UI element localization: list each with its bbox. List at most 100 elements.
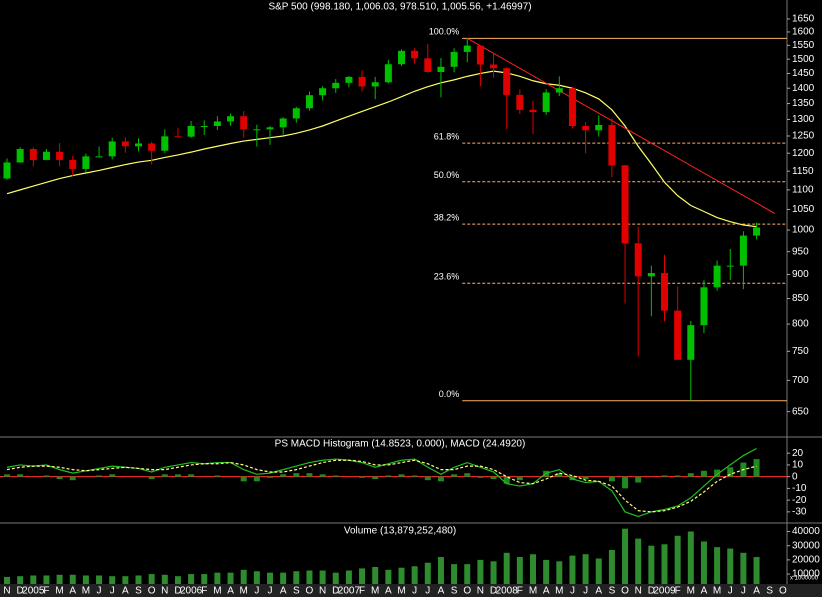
volume-bar — [227, 572, 234, 584]
volume-title: Volume (13,879,252,480) — [344, 526, 456, 537]
candle-body — [661, 273, 668, 311]
candle-body — [42, 151, 50, 160]
macd-histogram-bar — [424, 476, 431, 481]
candle-body — [95, 156, 103, 158]
macd-histogram-bar — [109, 474, 116, 477]
candle-body — [332, 82, 340, 89]
candle-body — [634, 243, 642, 277]
volume-bar — [635, 538, 642, 584]
candle-body — [305, 95, 313, 109]
volume-bar — [451, 564, 458, 584]
candle-body — [411, 50, 419, 59]
x-tick-label: O — [148, 586, 156, 597]
candle-body — [516, 94, 524, 110]
y-tick-label: 1100 — [792, 185, 814, 196]
y-tick-label: 1500 — [792, 54, 815, 65]
y-tick-label: 20 — [792, 448, 804, 459]
y-tick-label: 750 — [792, 346, 809, 357]
y-tick-label: -20 — [792, 495, 807, 506]
x-tick-label: F — [359, 586, 365, 597]
candle-body — [739, 235, 747, 266]
macd-title: PS MACD Histogram (14.8523, 0.000), MACD… — [275, 439, 526, 450]
volume-bar — [424, 562, 431, 584]
y-tick-label: 650 — [792, 406, 809, 417]
macd-histogram-bar — [17, 474, 24, 477]
x-tick-label: D — [332, 586, 339, 597]
macd-histogram-bar — [622, 476, 629, 489]
volume-bar — [201, 574, 208, 584]
candle-body — [437, 66, 445, 72]
x-tick-label: S — [451, 586, 458, 597]
volume-bar — [569, 555, 576, 584]
macd-histogram-bar — [359, 476, 366, 478]
x-tick-label: M — [213, 586, 221, 597]
x-tick-label: N — [635, 586, 642, 597]
volume-bar — [385, 569, 392, 584]
volume-bar — [516, 557, 523, 584]
y-tick-label: -10 — [792, 483, 807, 494]
x-tick-label: A — [753, 586, 760, 597]
y-tick-label: 1450 — [792, 68, 815, 79]
price-title: S&P 500 (998.180, 1,006.03, 978.510, 1,0… — [268, 2, 531, 13]
x-tick-label: A — [227, 586, 234, 597]
candle-body — [174, 136, 182, 138]
x-tick-label: O — [463, 586, 471, 597]
volume-bar — [174, 576, 181, 584]
volume-bar — [43, 575, 50, 584]
candle-body — [490, 64, 498, 69]
candle-body — [161, 136, 169, 151]
candle-body — [582, 125, 590, 131]
y-tick-label: 1050 — [792, 204, 815, 215]
x-tick-label: J — [110, 586, 115, 597]
x-tick-label: S — [609, 586, 616, 597]
volume-bar — [96, 575, 103, 584]
volume-bar — [306, 570, 313, 584]
candle-body — [713, 265, 721, 288]
candle-body — [398, 50, 405, 65]
macd-histogram-bar — [437, 476, 444, 482]
x-tick-label: A — [438, 586, 445, 597]
volume-bar — [753, 557, 760, 584]
candle-body — [674, 310, 682, 360]
y-tick-label: 20000 — [792, 555, 820, 566]
x-tick-label: J — [728, 586, 733, 597]
y-tick-label: 0 — [792, 471, 798, 482]
x-tick-label: F — [201, 586, 207, 597]
fib-label: 0.0% — [439, 389, 460, 399]
volume-bar — [267, 572, 273, 584]
volume-bar — [674, 535, 681, 584]
y-tick-label: 850 — [792, 293, 809, 304]
candle-body — [753, 227, 761, 236]
macd-histogram-bar — [451, 474, 458, 477]
y-tick-label: 1000 — [792, 225, 815, 236]
x-tick-label: S — [293, 586, 300, 597]
x-tick-label: 2008 — [496, 586, 519, 597]
volume-bar — [56, 574, 63, 584]
macd-histogram-bar — [306, 473, 313, 477]
x-tick-label: A — [543, 586, 550, 597]
candle-body — [319, 88, 327, 96]
volume-bar — [4, 576, 10, 584]
candle-body — [279, 118, 287, 128]
macd-histogram-bar — [280, 474, 287, 477]
macd-histogram-bar — [753, 459, 760, 477]
x-tick-label: A — [701, 586, 708, 597]
volume-bar — [411, 566, 418, 584]
y-tick-label: 1350 — [792, 98, 815, 109]
candle-body — [187, 125, 195, 137]
macd-histogram-bar — [96, 475, 103, 477]
macd-histogram-bar — [148, 476, 155, 480]
y-tick-label: 1650 — [792, 14, 815, 25]
volume-bar — [293, 571, 300, 584]
macd-histogram-bar — [293, 473, 300, 477]
y-tick-label: 800 — [792, 319, 809, 330]
volume-bar — [556, 561, 563, 584]
volume-bar — [464, 564, 471, 584]
volume-bar — [530, 554, 536, 584]
volume-bar — [17, 576, 24, 584]
macd-histogram-bar — [490, 476, 497, 480]
fib-label: 23.6% — [434, 272, 460, 282]
x-tick-label: A — [385, 586, 392, 597]
x-tick-label: M — [687, 586, 695, 597]
